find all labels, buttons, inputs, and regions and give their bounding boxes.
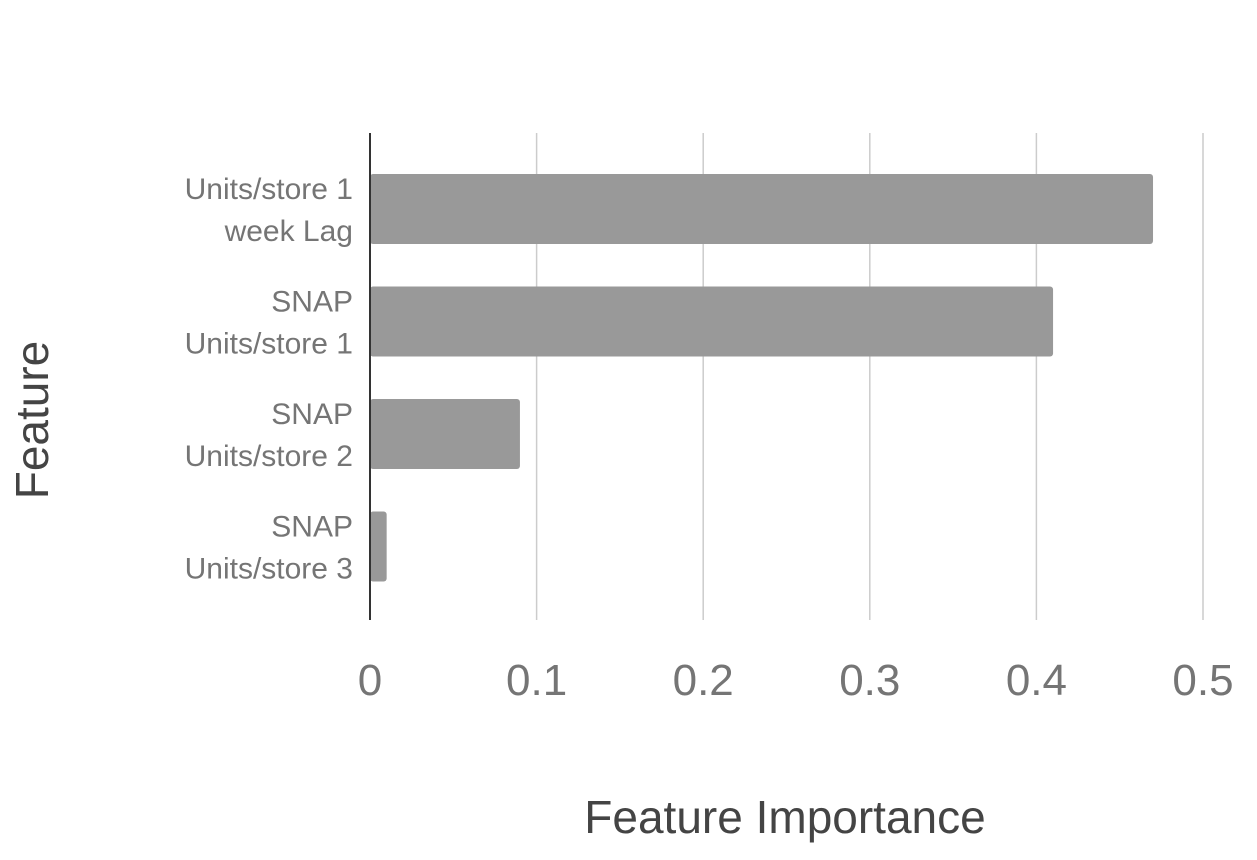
category-label-line: Units/store 1 xyxy=(185,173,353,206)
category-label-line: week Lag xyxy=(224,215,353,248)
x-tick-label-0.5: 0.5 xyxy=(1172,656,1233,705)
category-label-line: Units/store 1 xyxy=(185,328,353,361)
x-tick-label-0.4: 0.4 xyxy=(1006,656,1067,705)
category-label-2: SNAP Units/store 1 xyxy=(185,286,353,361)
category-label-line: SNAP xyxy=(271,286,353,319)
bar-1 xyxy=(370,174,1154,244)
bar-4 xyxy=(370,511,387,582)
x-tick-label-0.1: 0.1 xyxy=(506,656,567,705)
category-label-line: SNAP xyxy=(271,398,353,431)
bar-2 xyxy=(370,286,1054,357)
category-label-line: Units/store 2 xyxy=(185,440,353,473)
x-tick-labels: 0 0.1 0.2 0.3 0.4 0.5 xyxy=(358,656,1234,705)
x-tick-label-0: 0 xyxy=(358,656,382,705)
x-axis-title: Feature Importance xyxy=(584,791,985,843)
x-tick-label-0.2: 0.2 xyxy=(673,656,734,705)
category-label-3: SNAP Units/store 2 xyxy=(185,398,353,473)
y-axis-title: Feature xyxy=(6,341,58,500)
category-label-4: SNAP Units/store 3 xyxy=(185,511,353,586)
bars xyxy=(370,174,1154,582)
x-tick-label-0.3: 0.3 xyxy=(839,656,900,705)
bar-3 xyxy=(370,399,520,469)
category-label-line: Units/store 3 xyxy=(185,553,353,586)
category-label-line: SNAP xyxy=(271,511,353,544)
category-label-1: Units/store 1 week Lag xyxy=(185,173,353,248)
